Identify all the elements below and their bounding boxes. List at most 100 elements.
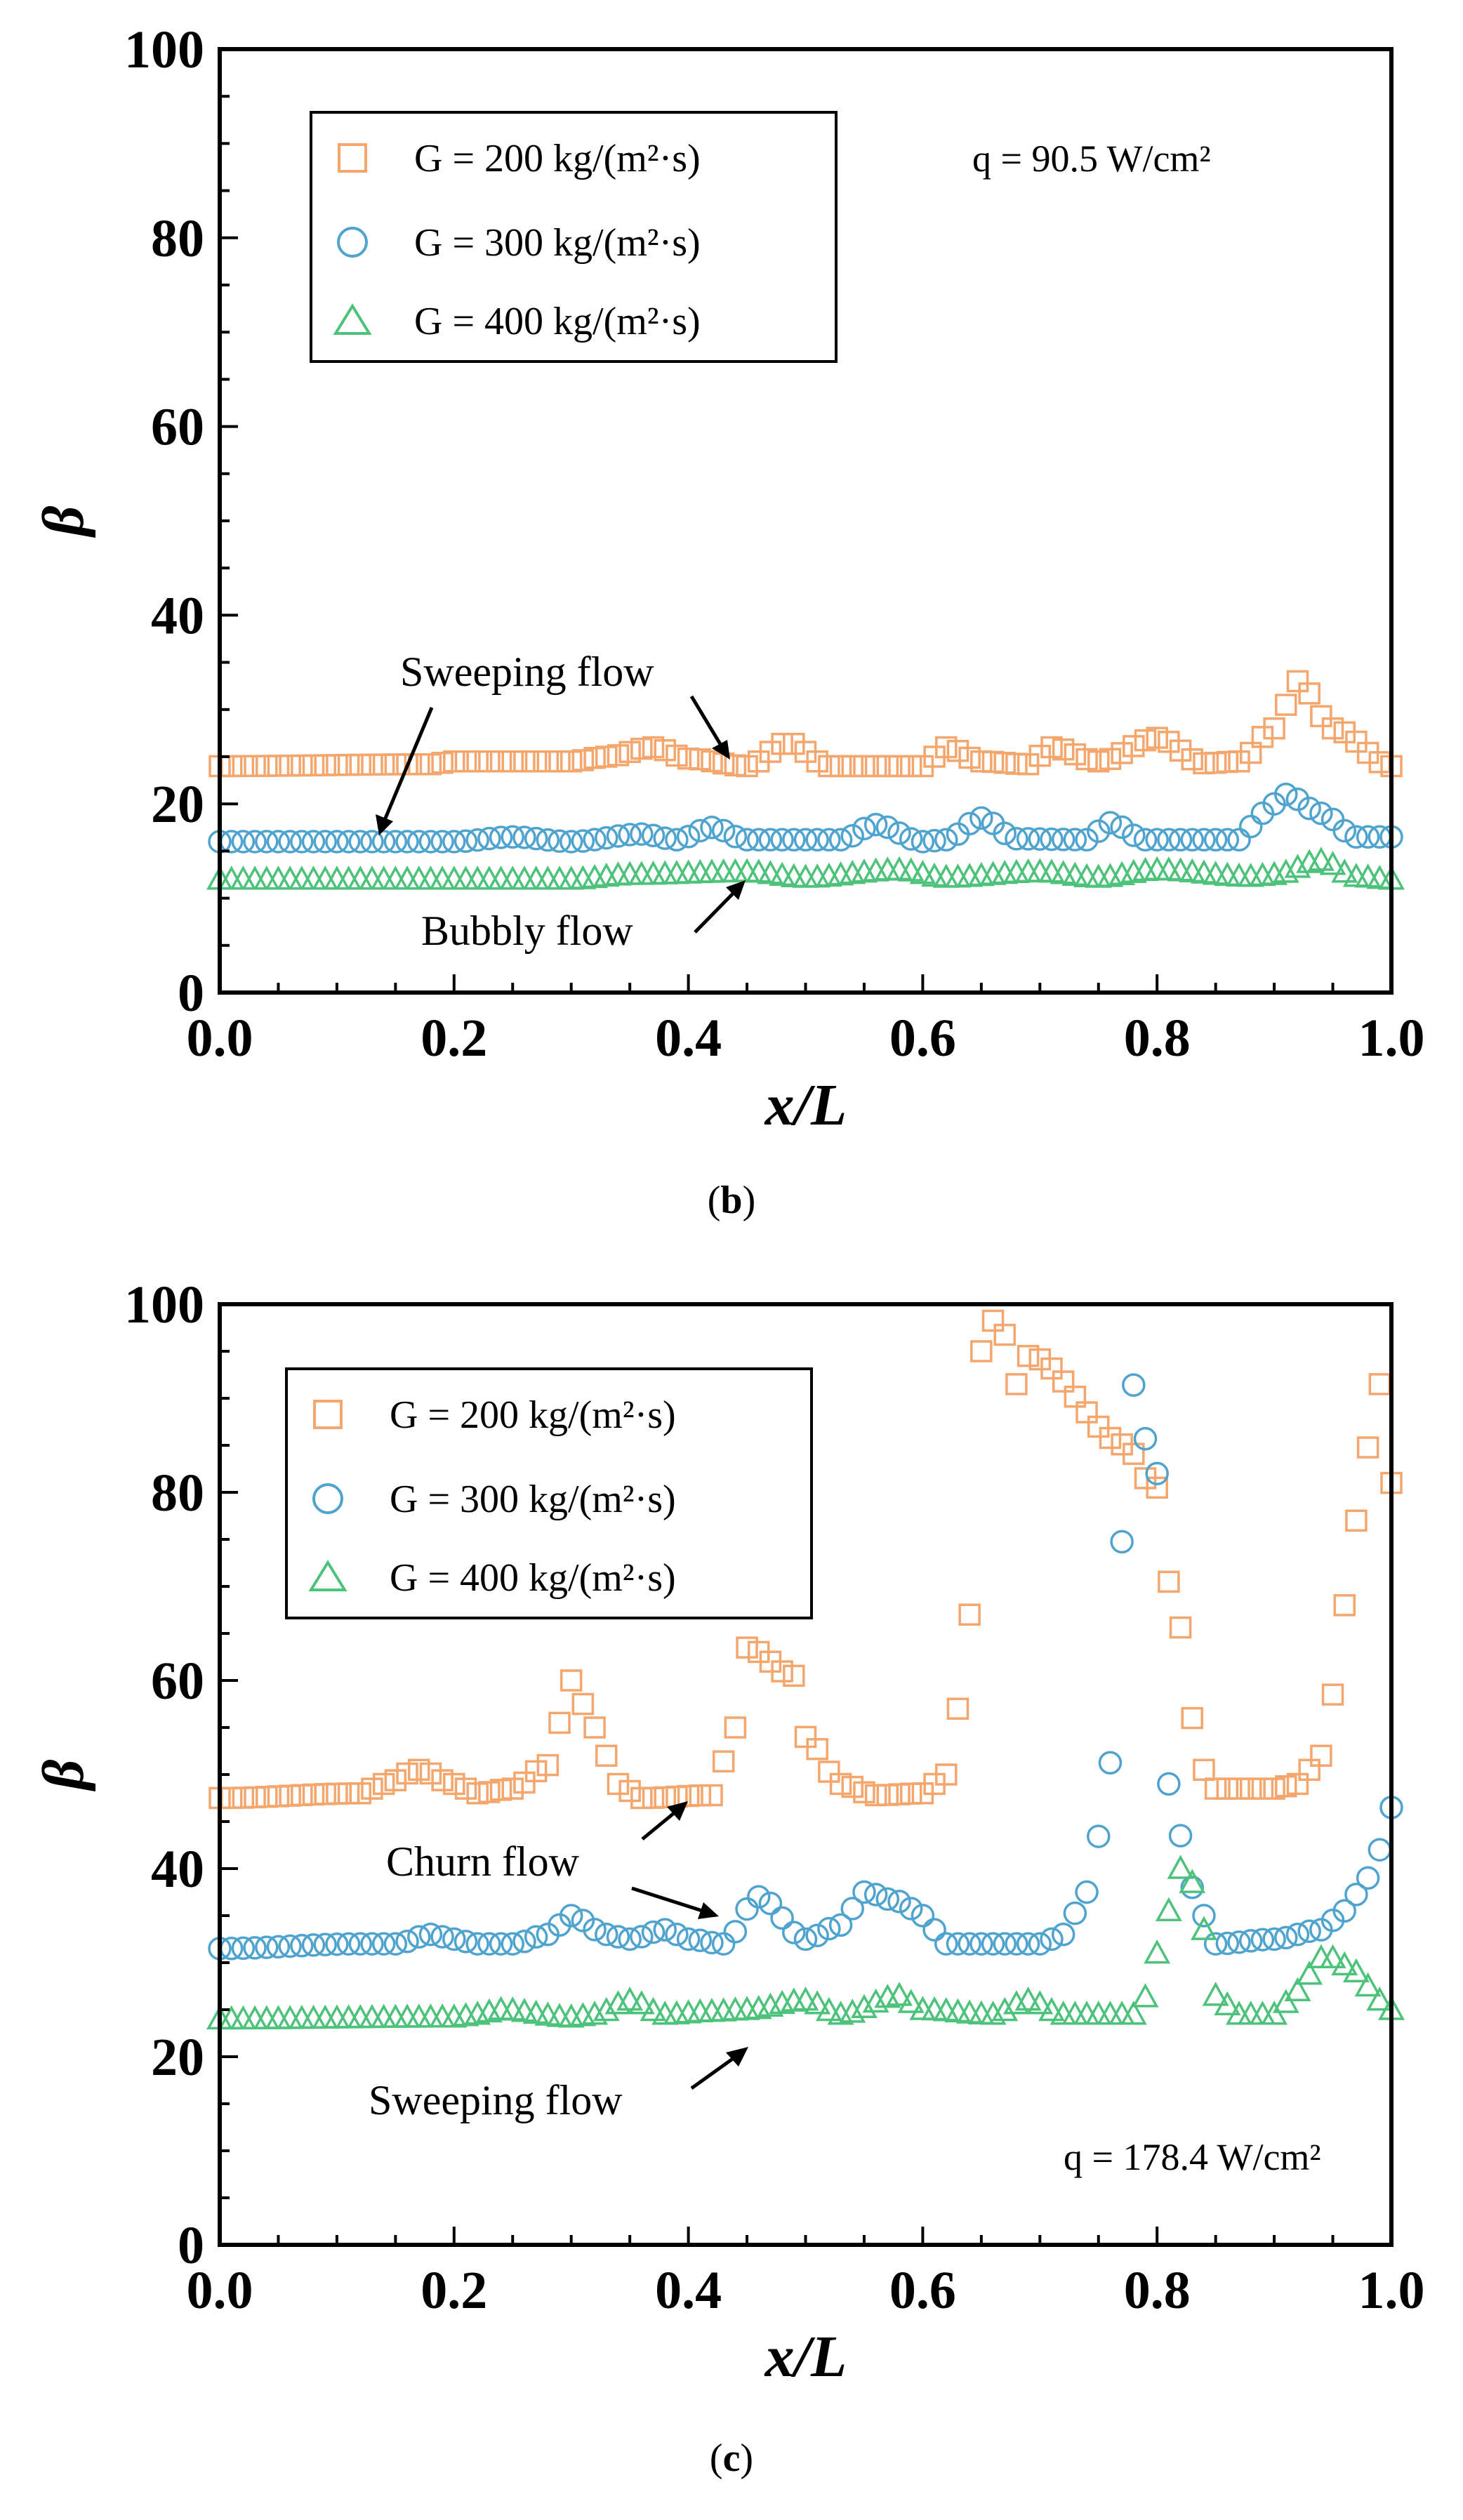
data-point-square: [853, 1781, 875, 1804]
data-point-square: [326, 754, 348, 776]
data-point-triangle: [417, 866, 444, 890]
data-point-square: [560, 750, 583, 773]
data-point-circle: [383, 830, 408, 854]
y-tick-label: 80: [151, 209, 204, 268]
data-point-triangle: [382, 2003, 409, 2028]
data-point-square: [1263, 1777, 1285, 1800]
data-point-circle: [442, 830, 466, 854]
data-point-triangle: [347, 866, 374, 890]
data-point-triangle: [1272, 858, 1299, 883]
data-point-circle: [782, 1921, 806, 1944]
data-point-triangle: [359, 2003, 385, 2029]
data-point-square: [630, 1786, 653, 1810]
data-point-square: [1052, 1370, 1075, 1393]
data-point-circle: [665, 1923, 689, 1947]
data-point-triangle: [804, 863, 831, 888]
data-point-circle: [911, 1904, 935, 1928]
data-point-square: [841, 755, 864, 778]
data-point-circle: [676, 1927, 701, 1951]
data-point-square: [701, 750, 723, 773]
series-square: [208, 1309, 1403, 1810]
data-point-triangle: [1342, 1958, 1370, 1983]
data-point-circle: [1122, 823, 1146, 847]
data-point-square: [302, 1783, 325, 1806]
data-point-circle: [958, 1932, 981, 1956]
data-point-triangle: [979, 2001, 1007, 2025]
data-point-square: [396, 753, 418, 776]
data-point-square: [314, 1783, 336, 1805]
data-point-square: [1075, 1401, 1098, 1424]
x-tick-label: 1.0: [1358, 2261, 1425, 2320]
data-point-circle: [477, 1932, 501, 1956]
annotation-arrow: [694, 891, 735, 934]
data-point-circle: [1075, 828, 1099, 852]
data-point-circle: [1192, 1904, 1216, 1928]
data-point-square: [1099, 748, 1122, 770]
data-point-circle: [383, 1932, 408, 1956]
data-point-square: [630, 737, 653, 760]
data-point-triangle: [277, 2005, 304, 2029]
data-point-square: [1286, 1772, 1309, 1796]
data-point-square: [958, 746, 981, 769]
data-point-circle: [1063, 828, 1087, 851]
data-point-circle: [243, 830, 267, 854]
data-point-circle: [899, 827, 923, 851]
data-point-circle: [735, 828, 759, 852]
data-point-triangle: [1085, 2001, 1112, 2025]
data-point-circle: [406, 830, 431, 854]
x-tick-label: 0.4: [655, 2261, 722, 2320]
data-point-triangle: [452, 866, 479, 890]
data-point-circle: [618, 823, 642, 847]
data-point-circle: [301, 830, 326, 854]
data-point-square: [220, 755, 243, 778]
data-point-triangle: [475, 866, 503, 890]
data-point-circle: [313, 1932, 337, 1956]
data-point-square: [1064, 743, 1087, 766]
data-point-square: [689, 1784, 712, 1807]
data-point-square: [1146, 1476, 1168, 1499]
legend-triangle-marker: [308, 1560, 347, 1591]
data-point-square: [501, 750, 524, 773]
series-square: [208, 670, 1403, 778]
data-point-circle: [1051, 1923, 1075, 1947]
annotation-sweeping-flow: Sweeping flow: [369, 2077, 623, 2123]
data-point-circle: [1285, 787, 1310, 811]
data-point-circle: [430, 830, 454, 854]
data-point-circle: [711, 1932, 736, 1956]
data-point-triangle: [757, 860, 784, 884]
data-point-square: [1298, 682, 1320, 705]
data-point-triangle: [897, 1989, 925, 2013]
y-axis-label: β: [31, 505, 96, 538]
data-point-circle: [571, 829, 595, 853]
data-point-square: [642, 1786, 665, 1809]
data-point-triangle: [1272, 1989, 1299, 2013]
annotation-arrow: [689, 695, 722, 745]
data-point-square: [829, 1772, 852, 1796]
data-point-square: [888, 1783, 911, 1805]
data-point-square: [1146, 727, 1168, 749]
data-point-circle: [887, 1890, 911, 1914]
data-point-triangle: [1214, 1991, 1241, 2016]
data-point-square: [1228, 1777, 1250, 1800]
data-point-square: [513, 750, 536, 773]
legend-label: G = 400 kg/(m²·s): [414, 300, 701, 343]
data-point-circle: [1215, 1931, 1240, 1956]
data-point-triangle: [1097, 2001, 1124, 2025]
data-point-triangle: [288, 866, 315, 890]
data-point-square: [736, 1636, 758, 1659]
data-point-circle: [688, 1928, 713, 1952]
data-point-square: [864, 755, 887, 778]
data-point-circle: [524, 826, 548, 851]
data-point-triangle: [253, 866, 280, 890]
data-point-square: [431, 1769, 454, 1791]
data-point-square: [513, 1771, 536, 1794]
data-point-circle: [1133, 1426, 1158, 1451]
data-point-square: [1028, 744, 1052, 767]
data-point-triangle: [1261, 2001, 1288, 2025]
data-point-circle: [981, 1932, 1005, 1956]
data-point-circle: [993, 1932, 1017, 1956]
data-point-triangle: [628, 1990, 655, 2015]
data-point-circle: [630, 822, 654, 846]
data-point-circle: [1203, 828, 1228, 852]
data-point-triangle: [347, 2004, 374, 2029]
